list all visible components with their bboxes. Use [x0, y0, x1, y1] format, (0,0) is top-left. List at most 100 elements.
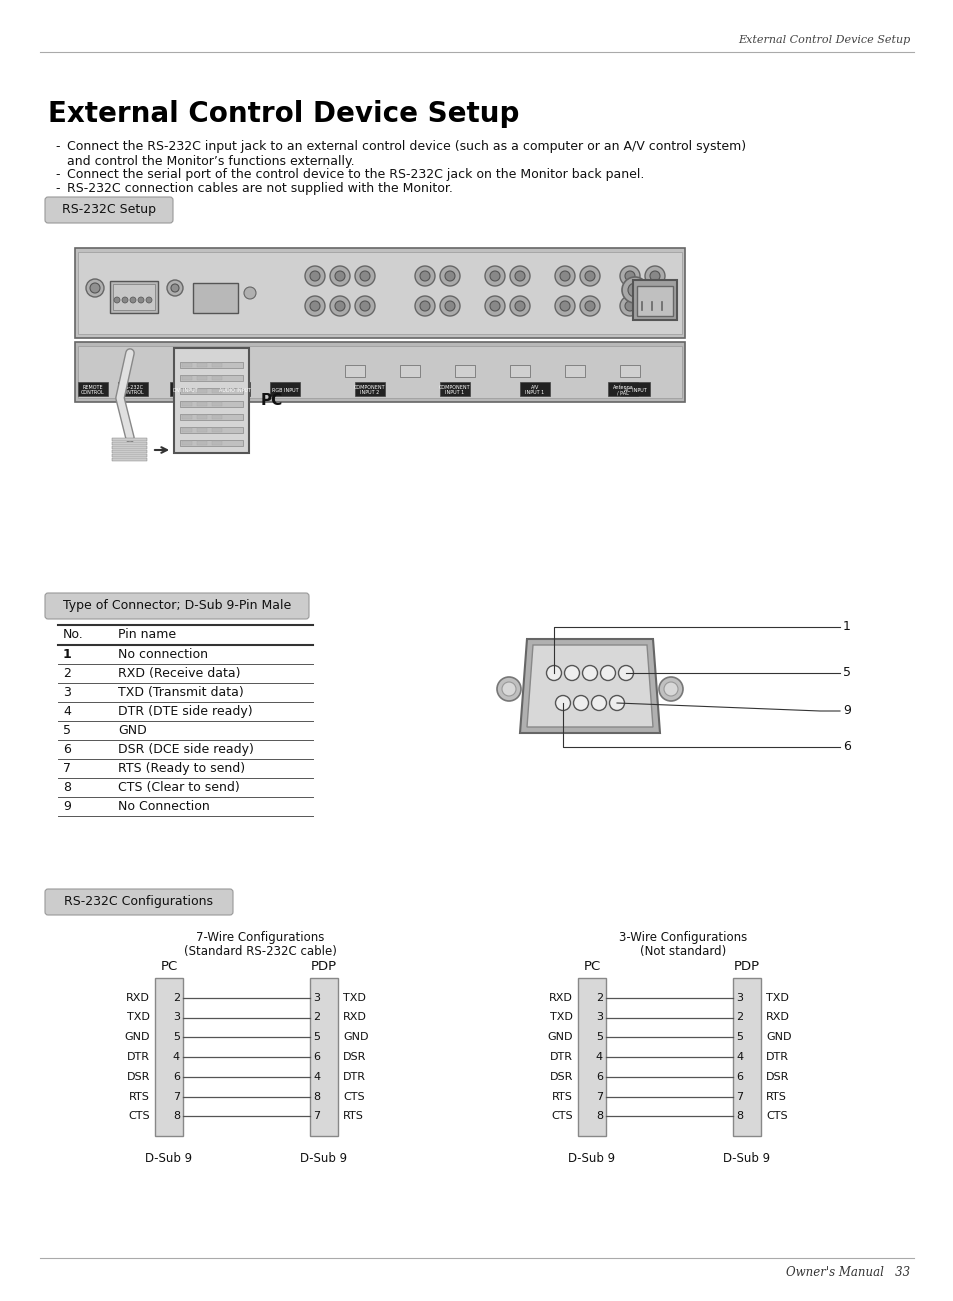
Text: DTR: DTR: [127, 1053, 150, 1062]
Circle shape: [624, 301, 635, 311]
Circle shape: [484, 265, 504, 286]
Text: Antenna
/ PAL: Antenna / PAL: [612, 385, 633, 396]
Text: No Connection: No Connection: [118, 800, 210, 813]
Text: TXD: TXD: [550, 1012, 573, 1023]
Bar: [212, 428, 222, 432]
Text: 3-Wire Configurations: 3-Wire Configurations: [618, 932, 746, 945]
Text: PDP: PDP: [733, 960, 760, 973]
FancyBboxPatch shape: [45, 889, 233, 915]
Text: AC INPUT: AC INPUT: [623, 388, 646, 393]
Text: 5: 5: [313, 1032, 319, 1042]
Circle shape: [555, 265, 575, 286]
Bar: [180, 401, 243, 407]
Circle shape: [359, 301, 370, 311]
Text: Owner's Manual   33: Owner's Manual 33: [785, 1266, 909, 1279]
Bar: [732, 978, 760, 1136]
Bar: [355, 382, 385, 396]
Circle shape: [621, 277, 647, 303]
Bar: [180, 375, 243, 381]
Bar: [399, 366, 419, 377]
Bar: [212, 363, 222, 367]
Circle shape: [497, 677, 520, 701]
Text: Connect the RS-232C input jack to an external control device (such as a computer: Connect the RS-232C input jack to an ext…: [67, 141, 745, 154]
Text: DTR (DTE side ready): DTR (DTE side ready): [118, 705, 253, 718]
Circle shape: [579, 297, 599, 316]
Circle shape: [444, 301, 455, 311]
Text: 5: 5: [172, 1032, 180, 1042]
Circle shape: [609, 696, 624, 710]
Text: 2: 2: [596, 993, 602, 1003]
Text: RS-232C connection cables are not supplied with the Monitor.: RS-232C connection cables are not suppli…: [67, 182, 453, 195]
Circle shape: [582, 666, 597, 680]
Bar: [212, 415, 222, 419]
Text: 9: 9: [63, 800, 71, 813]
Text: 5: 5: [735, 1032, 742, 1042]
Circle shape: [355, 297, 375, 316]
Bar: [112, 438, 147, 441]
Circle shape: [559, 271, 569, 281]
Bar: [270, 382, 299, 396]
Circle shape: [359, 271, 370, 281]
Text: DSR: DSR: [343, 1053, 366, 1062]
Bar: [578, 978, 605, 1136]
Text: COMPONENT
INPUT 2: COMPONENT INPUT 2: [354, 385, 385, 396]
Circle shape: [130, 297, 136, 303]
Bar: [196, 441, 207, 445]
Bar: [196, 402, 207, 406]
Text: 6: 6: [842, 740, 850, 753]
Text: Pin name: Pin name: [118, 628, 176, 641]
Text: PC: PC: [160, 960, 177, 973]
Bar: [182, 389, 192, 393]
Text: TXD (Transmit data): TXD (Transmit data): [118, 686, 244, 699]
Circle shape: [515, 271, 524, 281]
Circle shape: [573, 696, 588, 710]
Bar: [112, 458, 147, 461]
Circle shape: [510, 297, 530, 316]
Circle shape: [355, 265, 375, 286]
Circle shape: [335, 301, 345, 311]
Text: RXD: RXD: [126, 993, 150, 1003]
Bar: [110, 281, 158, 314]
Text: D-Sub 9: D-Sub 9: [300, 1151, 347, 1164]
Bar: [182, 415, 192, 419]
Text: 3: 3: [735, 993, 742, 1003]
Text: Connect the serial port of the control device to the RS-232C jack on the Monitor: Connect the serial port of the control d…: [67, 168, 643, 181]
Bar: [196, 363, 207, 367]
Circle shape: [310, 301, 319, 311]
Text: -: -: [55, 168, 59, 181]
Text: (Standard RS-232C cable): (Standard RS-232C cable): [183, 945, 336, 958]
Text: RXD: RXD: [765, 1012, 789, 1023]
Bar: [619, 366, 639, 377]
Text: No connection: No connection: [118, 648, 208, 661]
Circle shape: [649, 271, 659, 281]
Bar: [154, 978, 183, 1136]
Text: DSR (DCE side ready): DSR (DCE side ready): [118, 743, 253, 756]
FancyBboxPatch shape: [45, 196, 172, 222]
Bar: [112, 442, 147, 445]
Text: 5: 5: [842, 666, 850, 679]
Circle shape: [564, 666, 578, 680]
Text: PDP: PDP: [311, 960, 336, 973]
Bar: [212, 389, 222, 393]
Text: 3: 3: [313, 993, 319, 1003]
Bar: [182, 402, 192, 406]
Bar: [619, 382, 649, 396]
Text: 8: 8: [172, 1111, 180, 1121]
Text: DTR: DTR: [765, 1053, 788, 1062]
Text: 1: 1: [63, 648, 71, 661]
Circle shape: [484, 297, 504, 316]
Circle shape: [501, 682, 516, 696]
Text: RGB INPUT: RGB INPUT: [272, 388, 298, 393]
Text: 2: 2: [63, 667, 71, 680]
Circle shape: [122, 297, 128, 303]
Bar: [180, 440, 243, 446]
Text: RXD: RXD: [549, 993, 573, 1003]
Circle shape: [305, 297, 325, 316]
Text: D-Sub 9: D-Sub 9: [145, 1151, 193, 1164]
Text: (Not standard): (Not standard): [639, 945, 725, 958]
Text: TXD: TXD: [127, 1012, 150, 1023]
Circle shape: [490, 271, 499, 281]
Circle shape: [444, 271, 455, 281]
Text: 5: 5: [596, 1032, 602, 1042]
Text: RTS: RTS: [129, 1092, 150, 1102]
